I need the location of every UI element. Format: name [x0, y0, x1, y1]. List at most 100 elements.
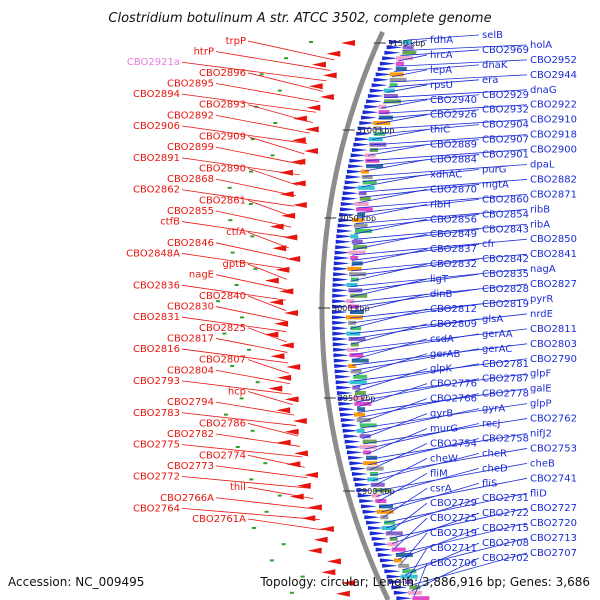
- reverse-gene-leader: [247, 104, 313, 124]
- reverse-gene-label: CBO2817: [167, 333, 214, 344]
- forward-gene-arrow: [357, 493, 374, 498]
- reverse-gene-arrow: [322, 72, 337, 79]
- forward-gene-label: CBO2884: [430, 155, 477, 166]
- forward-gene-arrow: [333, 272, 350, 277]
- forward-gene-label: ligT: [430, 274, 449, 285]
- forward-gene-arrow: [362, 110, 379, 115]
- reverse-gene-leader: [215, 114, 310, 134]
- feature-tracks: [216, 40, 430, 600]
- forward-gene-label: ribA: [530, 219, 550, 230]
- reverse-gene-label: CBO2890: [199, 163, 246, 174]
- forward-gene-leader: [352, 233, 428, 251]
- gc-marker: [253, 267, 258, 270]
- forward-gene-label: dinB: [430, 289, 452, 300]
- forward-gene-label: CBO2811: [530, 324, 577, 335]
- cog-category-band: [393, 558, 402, 563]
- forward-gene-leader: [358, 189, 428, 203]
- reverse-gene-arrow: [304, 126, 319, 133]
- forward-gene-leader: [409, 552, 528, 586]
- forward-gene-leader: [404, 542, 480, 576]
- gc-marker: [269, 559, 274, 562]
- forward-gene-label: CBO2843: [482, 224, 529, 235]
- forward-gene-label: gerAC: [482, 344, 512, 355]
- forward-gene-leader: [350, 308, 428, 329]
- forward-gene-label: CBO2753: [530, 443, 577, 454]
- reverse-gene-label: CBO2793: [133, 376, 180, 387]
- cog-category-band: [367, 477, 379, 482]
- forward-gene-label: CBO2741: [530, 473, 577, 484]
- reverse-gene-leader: [247, 518, 324, 531]
- forward-gene-label: ribB: [530, 204, 550, 215]
- forward-gene-arrow: [332, 299, 349, 304]
- forward-gene-leader: [370, 448, 528, 476]
- forward-gene-leader: [406, 547, 428, 581]
- reverse-gene-label: CBO2766A: [160, 493, 214, 504]
- reverse-gene-leader: [181, 476, 311, 489]
- reverse-gene-arrow: [284, 428, 299, 435]
- cog-category-band: [389, 72, 404, 77]
- cog-category-band: [358, 191, 367, 196]
- forward-gene-arrow: [332, 315, 349, 320]
- reverse-gene-leader: [247, 72, 323, 92]
- reverse-gene-arrow: [319, 526, 334, 532]
- reverse-gene-arrow: [303, 148, 318, 154]
- forward-gene-leader: [413, 562, 428, 597]
- cog-category-band: [409, 585, 421, 590]
- forward-gene-leader: [349, 293, 428, 314]
- forward-gene-label: CBO2828: [482, 284, 529, 295]
- forward-gene-leader: [386, 84, 428, 93]
- cog-category-band: [350, 326, 362, 331]
- reverse-gene-arrow: [283, 234, 298, 241]
- forward-gene-label: CBO2754: [430, 438, 477, 449]
- forward-gene-label: CBO2837: [430, 244, 477, 255]
- cog-category-band: [371, 493, 380, 498]
- forward-gene-leader: [400, 49, 480, 57]
- reverse-gene-leader: [215, 401, 295, 416]
- forward-gene-arrow: [336, 229, 353, 233]
- forward-gene-leader: [379, 477, 528, 508]
- reverse-gene-arrow: [296, 482, 311, 489]
- forward-gene-label: cheB: [530, 458, 555, 469]
- cog-category-band: [350, 369, 362, 374]
- forward-gene-label: fdhA: [430, 35, 453, 46]
- forward-gene-arrow: [356, 131, 373, 136]
- forward-gene-label: fliD: [530, 488, 547, 499]
- forward-gene-arrow: [384, 50, 401, 55]
- forward-gene-leader: [360, 179, 528, 193]
- forward-gene-label: thiC: [430, 125, 450, 136]
- cog-category-band: [402, 40, 411, 44]
- forward-gene-label: mgtA: [482, 179, 509, 190]
- reverse-gene-arrow: [264, 277, 279, 284]
- cog-category-band: [396, 56, 414, 61]
- forward-gene-label: cheR: [482, 448, 507, 459]
- reverse-gene-leader: [215, 51, 331, 71]
- forward-gene-leader: [351, 338, 428, 361]
- forward-gene-label: lepA: [430, 65, 452, 76]
- cog-category-band: [351, 239, 363, 244]
- forward-gene-label: CBO2842: [482, 254, 529, 265]
- forward-gene-arrow: [350, 153, 367, 158]
- reverse-gene-leader: [181, 348, 289, 364]
- topology-label: Topology: circular; Length: 3,886,916 bp…: [259, 575, 590, 589]
- forward-gene-arrow: [353, 477, 370, 482]
- cog-category-band: [353, 245, 368, 250]
- gc-marker: [228, 219, 233, 222]
- cog-category-band: [365, 158, 380, 163]
- reverse-gene-label: CBO2895: [167, 78, 214, 89]
- forward-gene-arrow: [371, 536, 388, 541]
- forward-gene-arrow: [341, 423, 358, 428]
- forward-gene-label: glpF: [530, 369, 551, 380]
- forward-gene-leader: [354, 368, 428, 392]
- forward-gene-arrow: [342, 191, 359, 196]
- reverse-gene-label: CBO2891: [133, 153, 180, 164]
- reverse-gene-arrow: [293, 450, 308, 457]
- forward-gene-leader: [351, 243, 480, 261]
- forward-gene-label: CBO2809: [430, 319, 477, 330]
- forward-gene-label: CBO2819: [482, 299, 529, 310]
- cog-category-band: [352, 218, 364, 223]
- forward-gene-leader: [390, 74, 528, 83]
- forward-gene-leader: [353, 353, 428, 377]
- forward-gene-leader: [374, 119, 528, 130]
- forward-gene-leader: [351, 248, 428, 266]
